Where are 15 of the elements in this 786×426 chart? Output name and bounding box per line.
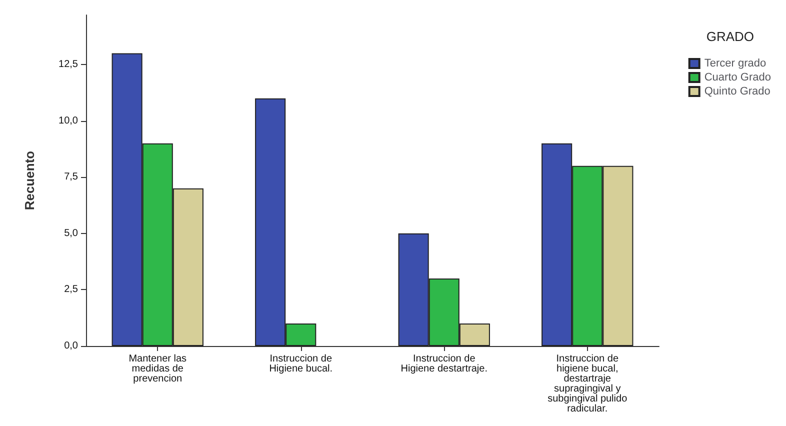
legend-title: GRADO — [706, 29, 754, 44]
y-tick-label: 10,0 — [58, 115, 78, 126]
legend-label: Quinto Grado — [704, 86, 770, 98]
y-tick-label: 12,5 — [58, 59, 78, 70]
y-tick-label: 0,0 — [64, 340, 78, 352]
x-tick-label: Instruccion de Higiene destartraje. — [400, 354, 488, 374]
legend-label: Tercer grado — [704, 58, 766, 70]
x-tick-label: Instruccion de Higiene bucal. — [269, 354, 333, 374]
x-tick-label: Instruccion de higiene bucal, destartraje supragingival y subgingival pulido radicular. — [548, 354, 628, 414]
legend-label: Cuarto Grado — [704, 72, 772, 84]
y-axis-title: Recuento — [22, 150, 37, 210]
y-tick-label: 7,5 — [64, 172, 78, 183]
y-tick-label: 2,5 — [64, 284, 78, 296]
y-tick-label: 5,0 — [64, 228, 78, 239]
x-tick-label: Mantener las medidas de prevencion — [128, 354, 187, 384]
